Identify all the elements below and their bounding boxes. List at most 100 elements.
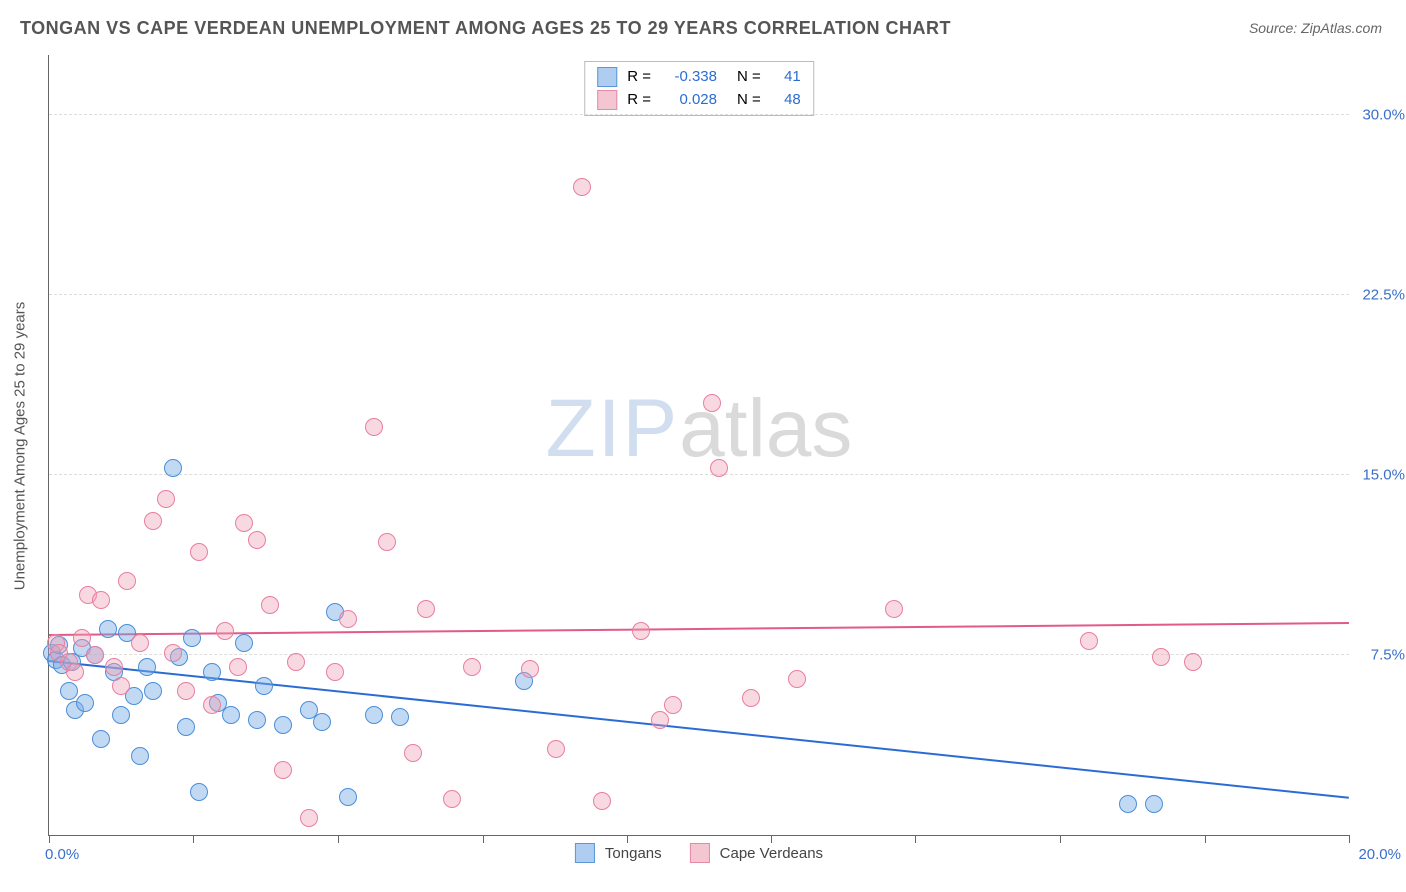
scatter-point xyxy=(1145,795,1163,813)
scatter-point xyxy=(287,653,305,671)
legend-n-value: 41 xyxy=(771,66,801,89)
gridline: 15.0% xyxy=(49,474,1349,475)
y-tick-label: 7.5% xyxy=(1371,647,1405,664)
watermark-zip: ZIP xyxy=(546,383,680,474)
legend-swatch xyxy=(597,90,617,110)
scatter-point xyxy=(92,730,110,748)
scatter-point xyxy=(203,696,221,714)
scatter-point xyxy=(547,740,565,758)
scatter-point xyxy=(521,660,539,678)
scatter-point xyxy=(164,644,182,662)
x-axis-max-label: 20.0% xyxy=(1358,846,1401,863)
scatter-point xyxy=(274,716,292,734)
scatter-point xyxy=(229,658,247,676)
scatter-point xyxy=(703,394,721,412)
x-tick xyxy=(915,835,916,843)
x-tick xyxy=(1349,835,1350,843)
legend-swatch xyxy=(690,843,710,863)
legend-series-label: Cape Verdeans xyxy=(720,845,823,862)
y-axis-title: Unemployment Among Ages 25 to 29 years xyxy=(12,302,29,591)
scatter-point xyxy=(1080,632,1098,650)
scatter-point xyxy=(339,788,357,806)
scatter-point xyxy=(573,178,591,196)
legend-r-value: -0.338 xyxy=(661,66,717,89)
scatter-point xyxy=(66,663,84,681)
scatter-point xyxy=(73,629,91,647)
scatter-point xyxy=(177,682,195,700)
legend-n-label: N = xyxy=(737,66,761,89)
legend-series: Tongans Cape Verdeans xyxy=(575,843,823,863)
scatter-point xyxy=(177,718,195,736)
legend-swatch xyxy=(597,67,617,87)
legend-correlation-box: R = -0.338 N = 41R = 0.028 N = 48 xyxy=(584,61,814,116)
scatter-point xyxy=(99,620,117,638)
scatter-point xyxy=(300,809,318,827)
scatter-point xyxy=(1184,653,1202,671)
scatter-point xyxy=(632,622,650,640)
legend-series-item: Tongans xyxy=(575,843,662,863)
gridline: 22.5% xyxy=(49,294,1349,295)
scatter-point xyxy=(313,713,331,731)
scatter-point xyxy=(183,629,201,647)
scatter-point xyxy=(326,663,344,681)
scatter-point xyxy=(222,706,240,724)
scatter-point xyxy=(339,610,357,628)
scatter-point xyxy=(463,658,481,676)
scatter-point xyxy=(710,459,728,477)
scatter-point xyxy=(76,694,94,712)
legend-n-value: 48 xyxy=(771,89,801,112)
scatter-point xyxy=(404,744,422,762)
scatter-point xyxy=(60,682,78,700)
legend-n-label: N = xyxy=(737,89,761,112)
gridline: 30.0% xyxy=(49,114,1349,115)
source-label: Source: ZipAtlas.com xyxy=(1249,20,1382,36)
scatter-point xyxy=(664,696,682,714)
scatter-point xyxy=(131,634,149,652)
scatter-point xyxy=(190,783,208,801)
x-tick xyxy=(771,835,772,843)
x-tick xyxy=(193,835,194,843)
scatter-point xyxy=(274,761,292,779)
legend-swatch xyxy=(575,843,595,863)
scatter-point xyxy=(788,670,806,688)
legend-r-value: 0.028 xyxy=(661,89,717,112)
x-tick xyxy=(1060,835,1061,843)
scatter-point xyxy=(235,514,253,532)
x-tick xyxy=(483,835,484,843)
scatter-point xyxy=(391,708,409,726)
scatter-point xyxy=(235,634,253,652)
x-tick xyxy=(627,835,628,843)
scatter-point xyxy=(112,677,130,695)
scatter-point xyxy=(144,512,162,530)
y-tick-label: 30.0% xyxy=(1362,107,1405,124)
scatter-point xyxy=(92,591,110,609)
scatter-point xyxy=(1152,648,1170,666)
scatter-point xyxy=(248,531,266,549)
legend-r-label: R = xyxy=(627,89,651,112)
scatter-point xyxy=(86,646,104,664)
legend-correlation-row: R =-0.338N =41 xyxy=(597,66,801,89)
x-axis-min-label: 0.0% xyxy=(45,846,79,863)
scatter-point xyxy=(742,689,760,707)
scatter-point xyxy=(593,792,611,810)
scatter-point xyxy=(118,572,136,590)
scatter-point xyxy=(261,596,279,614)
scatter-point xyxy=(138,658,156,676)
scatter-point xyxy=(1119,795,1137,813)
scatter-point xyxy=(131,747,149,765)
scatter-point xyxy=(144,682,162,700)
scatter-point xyxy=(216,622,234,640)
y-tick-label: 15.0% xyxy=(1362,467,1405,484)
x-tick xyxy=(49,835,50,843)
scatter-point xyxy=(885,600,903,618)
plot-area: ZIPatlas R =-0.338N =41R =0.028N =48 Ton… xyxy=(48,55,1349,836)
legend-correlation-row: R = 0.028 N = 48 xyxy=(597,89,801,112)
chart-title: TONGAN VS CAPE VERDEAN UNEMPLOYMENT AMON… xyxy=(20,18,951,39)
scatter-point xyxy=(105,658,123,676)
scatter-point xyxy=(203,663,221,681)
scatter-point xyxy=(443,790,461,808)
scatter-point xyxy=(248,711,266,729)
legend-series-label: Tongans xyxy=(605,845,662,862)
x-tick xyxy=(1205,835,1206,843)
scatter-point xyxy=(365,706,383,724)
